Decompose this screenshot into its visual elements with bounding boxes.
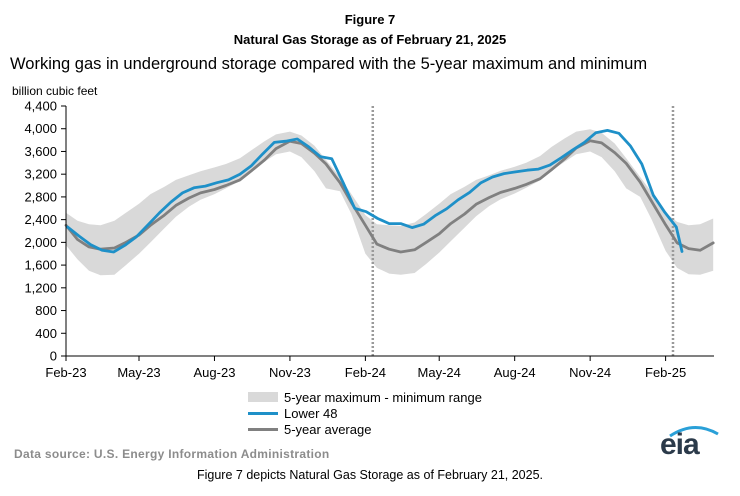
average-series-line [64,139,715,254]
y-tick-label: 3,200 [24,167,57,182]
y-tick-label: 2,800 [24,189,57,204]
x-tick-label: May-23 [117,365,160,380]
x-tick-label: Aug-23 [194,365,236,380]
y-tick-label: 2,000 [24,235,57,250]
x-tick-label: Feb-25 [645,365,686,380]
legend-label-average: 5-year average [284,421,372,437]
y-tick-label: 400 [35,326,57,341]
eia-logo: eia [660,428,700,461]
x-tick-label: Nov-24 [569,365,611,380]
x-tick-label: May-24 [418,365,461,380]
lower48-series-line [66,128,684,254]
legend-swatch-range [248,392,278,402]
legend-item-range: 5-year maximum - minimum range [248,389,482,405]
figure-label: Figure 7 [344,12,396,27]
figure-title: Natural Gas Storage as of February 21, 2… [233,32,507,47]
y-tick-label: 1,600 [24,258,57,273]
y-tick-label: 800 [35,303,57,318]
x-tick-label: Feb-23 [45,365,86,380]
legend-label-lower48: Lower 48 [284,405,338,421]
y-tick-label: 3,600 [24,144,57,159]
chart-title: Working gas in underground storage compa… [10,55,648,73]
y-tick-label: 2,400 [24,212,57,227]
legend-label-range: 5-year maximum - minimum range [284,389,482,405]
legend-swatch-lower48 [248,411,278,415]
x-tick-label: Aug-24 [494,365,536,380]
chart-svg: 0 400 800 1,200 1,600 2,000 2,400 2,800 3,200 3,6… [24,99,715,380]
legend-item-average: 5-year average [248,421,482,437]
data-source-note: Data source: U.S. Energy Information Adm… [14,447,330,461]
range-band-area [66,129,714,276]
x-tick-label: Feb-24 [345,365,386,380]
y-tick-label: 1,200 [24,280,57,295]
legend-swatch-average [248,427,278,431]
y-axis-unit-label: billion cubic feet [12,84,98,98]
eia-logo-arc-icon [669,426,719,438]
x-tick-label: Nov-23 [269,365,311,380]
chart-legend: 5-year maximum - minimum range Lower 48 … [248,389,482,437]
y-tick-label: 0 [50,349,57,364]
y-tick-label: 4,400 [24,99,57,114]
figure-caption: Figure 7 depicts Natural Gas Storage as … [196,468,544,482]
y-tick-label: 4,000 [24,121,57,136]
legend-item-lower48: Lower 48 [248,405,482,421]
